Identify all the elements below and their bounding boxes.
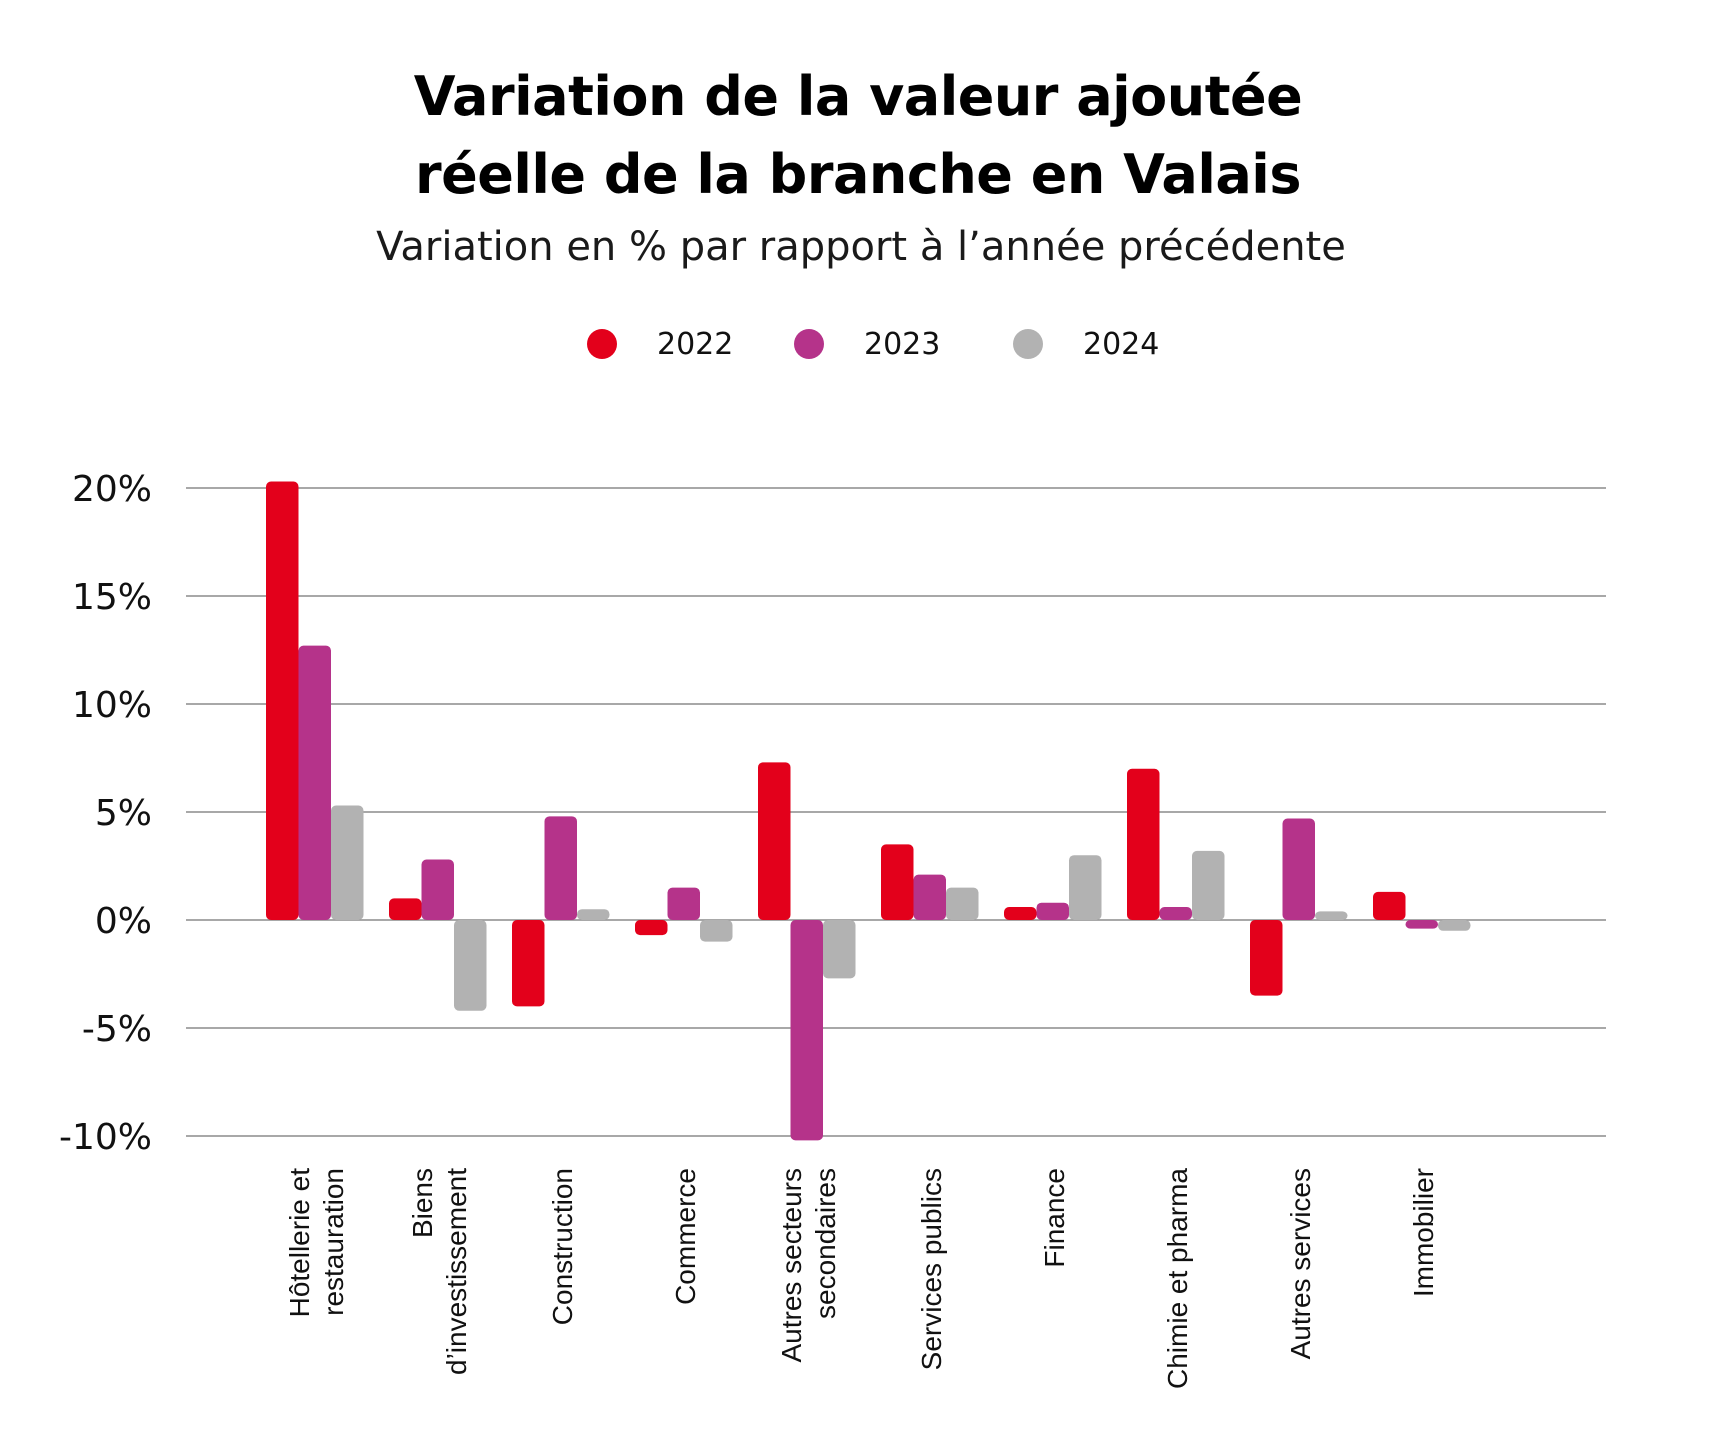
legend-item-2022: 2022 [587,322,733,366]
legend-swatch-2024 [1013,329,1043,359]
bar-2022 [1250,920,1283,996]
bar-2022 [1127,768,1160,920]
x-tick-label: Biens [407,1168,438,1238]
bar-2024 [823,920,856,979]
bar-2023 [1405,920,1438,929]
x-tick-label: restauration [318,1168,349,1316]
legend-item-2024: 2024 [1013,322,1159,366]
bar-2022 [1373,891,1406,920]
bar-2024 [577,909,610,920]
chart-title-line-1: Variation de la valeur ajoutée [413,65,1303,128]
bar-2024 [454,920,487,1011]
x-tick-label: Services publics [916,1168,947,1370]
y-tick-label: 15% [72,577,152,618]
bar-2023 [298,645,331,920]
bar-2023 [913,874,946,920]
bar-2024 [1192,850,1225,920]
x-tick-label: Hôtellerie et [284,1168,315,1318]
y-tick-label: 5% [95,793,152,834]
bar-2023 [544,816,577,920]
bar-2024 [1069,855,1102,920]
y-tick-label: -10% [59,1117,152,1158]
chart-legend: 2022 2023 2024 [0,322,1722,366]
bar-2023 [667,887,700,920]
y-tick-label: 0% [95,901,152,942]
x-tick-label: Autres secteurs [776,1168,807,1363]
legend-item-2023: 2023 [794,322,940,366]
bar-2024 [700,920,733,942]
bar-2023 [421,859,454,920]
bars [266,481,1471,1141]
x-tick-label: Commerce [670,1168,701,1305]
gridlines [186,487,1606,1137]
bar-2024 [1315,911,1348,920]
x-tick-label: Chimie et pharma [1162,1168,1193,1389]
chart-subtitle: Variation en % par rapport à l’année pré… [376,224,1346,270]
bar-2023 [1159,907,1192,920]
bar-2024 [1438,920,1471,931]
bar-2023 [1282,818,1315,920]
bar-2022 [881,844,914,920]
x-tick-label: Finance [1039,1168,1070,1268]
bar-2024 [946,887,979,920]
legend-label-2024: 2024 [1083,326,1160,362]
x-tick-label: Autres services [1285,1168,1316,1359]
axis-labels: 20% 15% 10% 5% 0% -5% -10% Hôtellerie et restaur… [59,469,1439,1389]
bar-2024 [331,805,364,920]
bar-2022 [389,898,422,920]
y-tick-label: 20% [72,469,152,510]
x-tick-label: Construction [547,1168,578,1325]
bar-2022 [635,920,668,936]
legend-swatch-2023 [794,329,824,359]
bar-2022 [758,762,791,920]
bar-2022 [266,481,299,920]
y-tick-label: -5% [82,1009,152,1050]
legend-swatch-2022 [587,329,617,359]
x-tick-label: secondaires [810,1168,841,1319]
x-tick-label: d’investissement [441,1168,472,1375]
bar-2023 [1036,902,1069,920]
x-tick-label: Immobilier [1408,1168,1439,1297]
bar-2022 [1004,907,1037,920]
bar-2023 [790,920,823,1141]
chart-title-block: Variation de la valeur ajoutée réelle de… [0,58,1722,276]
chart-title-line-2: réelle de la branche en Valais [415,143,1301,206]
bar-2022 [512,920,545,1007]
y-tick-label: 10% [72,685,152,726]
legend-label-2023: 2023 [864,326,941,362]
legend-label-2022: 2022 [657,326,734,362]
